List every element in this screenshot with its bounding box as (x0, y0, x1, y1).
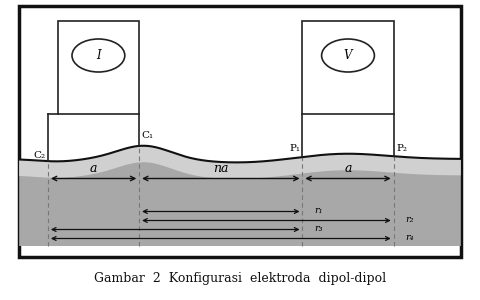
Text: V: V (344, 49, 352, 62)
Text: C₂: C₂ (34, 151, 46, 160)
Bar (58, 21, 139, 114)
Text: a: a (90, 162, 97, 175)
Text: Gambar  2  Konfigurasi  elektroda  dipol-dipol: Gambar 2 Konfigurasi elektroda dipol-dip… (94, 272, 386, 285)
Polygon shape (19, 146, 461, 179)
Text: r₄: r₄ (406, 233, 414, 242)
Bar (19, 6, 461, 256)
Text: r₃: r₃ (314, 224, 323, 233)
Polygon shape (19, 146, 461, 246)
Text: I: I (96, 49, 101, 62)
Circle shape (322, 39, 374, 72)
Text: P₂: P₂ (396, 144, 407, 153)
Text: P₁: P₁ (289, 143, 300, 152)
Bar (302, 21, 394, 114)
Text: C₁: C₁ (142, 131, 154, 140)
Text: na: na (213, 162, 228, 175)
Circle shape (72, 39, 125, 72)
Text: r₁: r₁ (314, 206, 323, 215)
Text: a: a (344, 162, 352, 175)
Text: r₂: r₂ (406, 215, 414, 224)
